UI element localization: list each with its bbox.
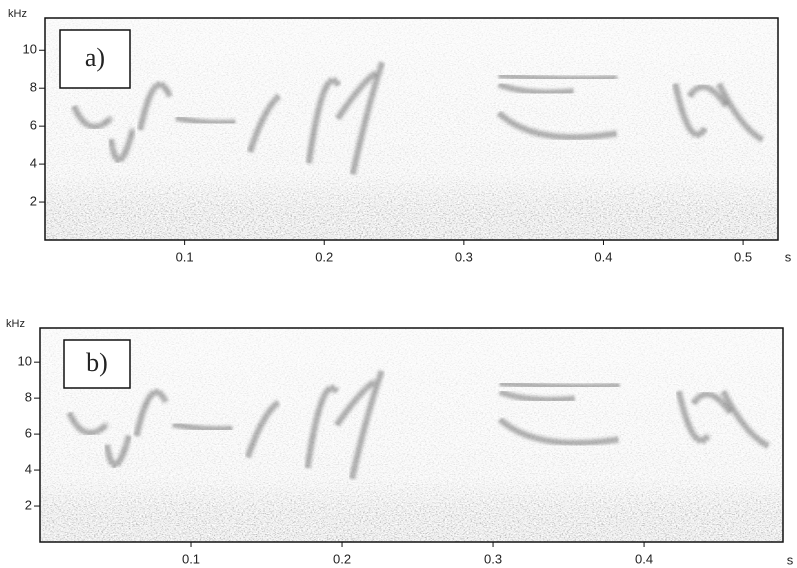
x-axis-unit: s [785,249,792,264]
y-tick-label: 4 [25,462,32,477]
x-tick-label: 0.2 [315,249,333,264]
x-tick-label: 0.4 [635,551,653,566]
y-axis-unit: kHz [8,8,27,20]
syllable [247,93,282,153]
syllable [716,83,765,143]
syllable [720,390,770,449]
syllable [173,421,234,433]
panel-label: b) [86,348,108,377]
x-tick-label: 0.5 [734,249,752,264]
syllable [133,389,170,436]
y-tick-label: 4 [30,156,37,171]
x-tick-label: 0.1 [182,551,200,566]
x-tick-label: 0.3 [484,551,502,566]
syllable [500,380,620,390]
syllable [676,391,712,444]
syllable [672,83,708,138]
x-tick-label: 0.1 [176,249,194,264]
panel: 2 4 6 8 10 0.1 0.2 0.3 0.4 kHz s b) [6,318,794,568]
syllable [176,114,236,126]
y-tick-label: 10 [23,42,37,57]
panel-label: a) [85,43,105,72]
syllable [349,61,386,175]
panel-label-box [63,339,131,389]
spectrogram-fade [40,328,783,542]
y-tick-label: 2 [25,497,32,512]
syllable [349,369,385,479]
x-axis-unit: s [787,552,794,567]
syllable [498,417,620,446]
y-tick-label: 10 [18,354,32,369]
x-tick-label: 0.2 [333,551,351,566]
y-tick-label: 8 [25,390,32,405]
syllable [498,81,574,96]
syllable [71,105,114,130]
x-tick-label: 0.3 [455,249,473,264]
y-tick-label: 8 [30,80,37,95]
plot-frame [39,327,784,543]
syllable [66,412,109,436]
y-tick-label: 2 [30,193,37,208]
syllable [305,77,341,163]
syllable [497,111,618,141]
spectrogram-fade [45,18,778,240]
syllable [304,385,340,468]
panel: 2 4 6 8 10 0.1 0.2 0.3 0.4 0.5 kHz s a) [8,8,792,265]
panel-label-box [59,29,131,89]
syllable [245,400,280,458]
x-tick-label: 0.4 [594,249,612,264]
y-tick-label: 6 [30,118,37,133]
plot-frame [44,17,779,241]
y-axis-unit: kHz [6,318,25,330]
syllable [137,81,173,130]
syllable [499,72,617,82]
syllable [334,379,377,427]
y-tick-label: 6 [25,426,32,441]
